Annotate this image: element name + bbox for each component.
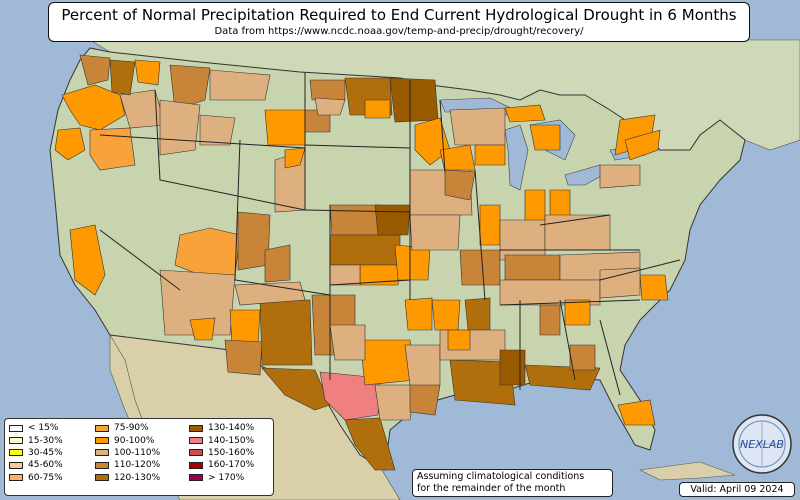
legend-swatch bbox=[9, 474, 23, 482]
legend-item: 110-120% bbox=[95, 459, 160, 471]
valid-date: Valid: April 09 2024 bbox=[679, 482, 795, 497]
legend-item: 60-75% bbox=[9, 472, 63, 484]
legend-swatch bbox=[95, 474, 109, 482]
legend-item: > 170% bbox=[189, 472, 254, 484]
legend-swatch bbox=[95, 449, 109, 457]
note-line-1: Assuming climatological conditions bbox=[417, 471, 585, 482]
legend-swatch bbox=[189, 461, 203, 469]
legend-column-2: 75-90% 90-100% 100-110% 110-120% 120-130… bbox=[95, 422, 160, 484]
legend-swatch bbox=[95, 437, 109, 445]
legend-item: 30-45% bbox=[9, 447, 63, 459]
legend-swatch bbox=[95, 424, 109, 432]
legend: < 15% 15-30% 30-45% 45-60% 60-75% 75-90%… bbox=[4, 418, 274, 496]
cuba-land bbox=[638, 461, 736, 481]
legend-item: 75-90% bbox=[95, 422, 160, 434]
drought-regions bbox=[54, 54, 669, 471]
note-line-2: for the remainder of the month bbox=[417, 483, 566, 494]
legend-item: 130-140% bbox=[189, 422, 254, 434]
legend-item: 90-100% bbox=[95, 434, 160, 446]
map-subtitle: Data from https://www.ncdc.noaa.gov/temp… bbox=[214, 26, 584, 37]
legend-item: 45-60% bbox=[9, 459, 63, 471]
legend-swatch bbox=[9, 449, 23, 457]
map-title: Percent of Normal Precipitation Required… bbox=[61, 6, 737, 24]
logo-text: NEXLAB bbox=[740, 438, 784, 451]
legend-column-1: < 15% 15-30% 30-45% 45-60% 60-75% bbox=[9, 422, 63, 484]
assumption-note: Assuming climatological conditions for t… bbox=[412, 469, 613, 497]
nexlab-logo: NEXLAB bbox=[732, 414, 792, 474]
legend-item: 100-110% bbox=[95, 447, 160, 459]
legend-swatch bbox=[189, 424, 203, 432]
legend-item: 120-130% bbox=[95, 472, 160, 484]
legend-item: < 15% bbox=[9, 422, 63, 434]
legend-item: 15-30% bbox=[9, 434, 63, 446]
legend-item: 160-170% bbox=[189, 459, 254, 471]
legend-column-3: 130-140% 140-150% 150-160% 160-170% > 17… bbox=[189, 422, 254, 484]
legend-swatch bbox=[9, 437, 23, 445]
legend-swatch bbox=[9, 461, 23, 469]
state-boundaries bbox=[99, 72, 681, 396]
legend-swatch bbox=[9, 424, 23, 432]
legend-swatch bbox=[189, 437, 203, 445]
legend-swatch bbox=[189, 474, 203, 482]
legend-item: 150-160% bbox=[189, 447, 254, 459]
title-box: Percent of Normal Precipitation Required… bbox=[48, 2, 750, 42]
legend-item: 140-150% bbox=[189, 434, 254, 446]
legend-swatch bbox=[95, 461, 109, 469]
legend-swatch bbox=[189, 449, 203, 457]
